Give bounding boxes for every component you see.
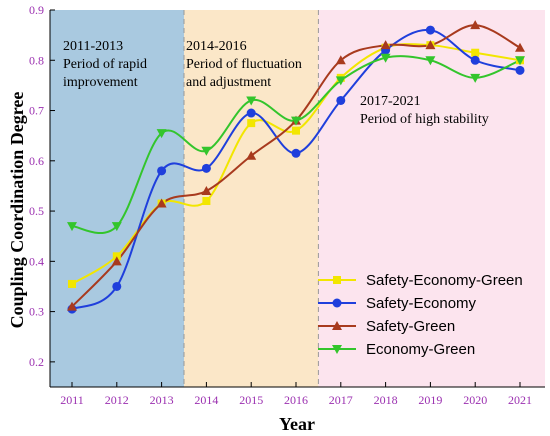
period-label: 2014-2016 <box>186 39 247 54</box>
legend-label: Safety-Economy <box>366 295 477 312</box>
y-tick-label: 0.8 <box>29 53 44 67</box>
series-line-safety-economy <box>71 29 521 311</box>
data-point <box>246 150 257 160</box>
data-point <box>111 256 122 266</box>
data-point <box>425 40 436 50</box>
y-tick-label: 0.7 <box>29 104 44 118</box>
data-point <box>67 222 77 232</box>
data-point <box>471 48 480 57</box>
data-point <box>335 55 346 65</box>
y-tick-label: 0.4 <box>29 254 44 268</box>
x-tick-label: 2021 <box>508 393 532 407</box>
legend: Safety-Economy-Green Safety-Economy Safety… <box>318 272 523 358</box>
y-tick-label: 0.9 <box>29 3 44 17</box>
data-point <box>292 126 300 135</box>
data-point <box>246 108 256 118</box>
x-tick-label: 2015 <box>239 393 263 407</box>
data-point <box>425 56 436 66</box>
legend-label: Safety-Economy-Green <box>366 272 523 289</box>
y-tick-label: 0.5 <box>29 204 44 218</box>
x-tick-label: 2017 <box>329 393 353 407</box>
data-point <box>470 55 480 65</box>
data-point <box>291 116 301 126</box>
x-tick-label: 2014 <box>194 393 218 407</box>
legend-marker <box>333 276 341 284</box>
data-point <box>515 56 525 66</box>
axes: 0.2 0.3 0.4 0.5 0.6 0.7 0.8 0.9 2011 2012 2013 2014… <box>29 3 545 407</box>
x-tick-label: 2019 <box>418 393 442 407</box>
data-point <box>112 281 122 291</box>
legend-label: Safety-Green <box>366 318 455 335</box>
data-point <box>112 252 121 261</box>
series-markers <box>67 20 525 314</box>
period-band <box>50 10 184 387</box>
period-label: Period of high stability <box>360 112 489 127</box>
data-point <box>157 166 167 176</box>
data-point <box>201 163 211 173</box>
y-tick-label: 0.6 <box>29 154 44 168</box>
data-point <box>67 301 77 311</box>
x-tick-label: 2011 <box>60 393 84 407</box>
data-point <box>470 20 481 30</box>
data-point <box>68 279 76 288</box>
period-label: 2011-2013 <box>63 39 123 54</box>
data-point <box>201 146 212 156</box>
data-point <box>335 76 346 86</box>
x-tick-label: 2020 <box>463 393 487 407</box>
data-point <box>380 53 391 63</box>
legend-label: Economy-Green <box>366 341 475 358</box>
legend-marker <box>332 345 342 354</box>
series-line-economy-green <box>71 55 521 234</box>
data-point <box>156 129 167 139</box>
period-label: Period of rapid <box>63 57 147 72</box>
legend-marker <box>332 298 342 308</box>
data-point <box>201 185 212 195</box>
y-tick-label: 0.2 <box>29 355 44 369</box>
data-point <box>202 197 211 206</box>
data-point <box>156 198 167 208</box>
data-point <box>515 42 525 52</box>
x-tick-label: 2018 <box>374 393 398 407</box>
legend-marker <box>332 321 342 330</box>
period-label: and adjustment <box>186 75 271 90</box>
data-point <box>111 222 122 232</box>
period-label: Period of fluctuation <box>186 57 302 72</box>
x-tick-label: 2013 <box>150 393 174 407</box>
data-point <box>470 73 481 83</box>
period-label: improvement <box>63 75 138 90</box>
data-point <box>336 95 346 105</box>
period-bands <box>50 10 545 387</box>
data-point <box>247 119 256 128</box>
data-point <box>246 96 257 106</box>
data-point <box>291 148 301 158</box>
period-labels: 2011-2013 Period of rapid improvement 2014-… <box>63 39 489 127</box>
x-tick-label: 2016 <box>284 393 308 407</box>
period-band <box>318 10 545 387</box>
x-axis-title: Year <box>279 414 315 434</box>
data-point <box>425 25 435 35</box>
data-point <box>515 65 525 75</box>
y-tick-label: 0.3 <box>29 305 44 319</box>
y-axis-title: Coupling Coordination Degree <box>7 92 27 329</box>
period-label: 2017-2021 <box>360 94 421 109</box>
data-point <box>380 40 391 50</box>
x-tick-label: 2012 <box>105 393 129 407</box>
